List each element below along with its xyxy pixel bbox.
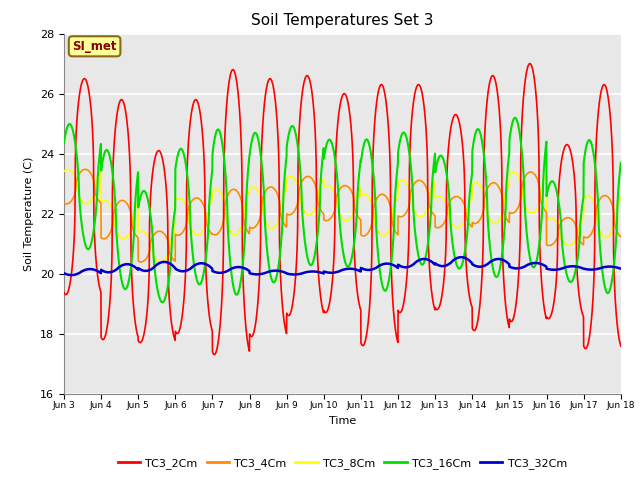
Legend: TC3_2Cm, TC3_4Cm, TC3_8Cm, TC3_16Cm, TC3_32Cm: TC3_2Cm, TC3_4Cm, TC3_8Cm, TC3_16Cm, TC3… <box>113 453 572 473</box>
Title: Soil Temperatures Set 3: Soil Temperatures Set 3 <box>251 13 434 28</box>
X-axis label: Time: Time <box>329 416 356 426</box>
Y-axis label: Soil Temperature (C): Soil Temperature (C) <box>24 156 35 271</box>
Text: SI_met: SI_met <box>72 40 117 53</box>
